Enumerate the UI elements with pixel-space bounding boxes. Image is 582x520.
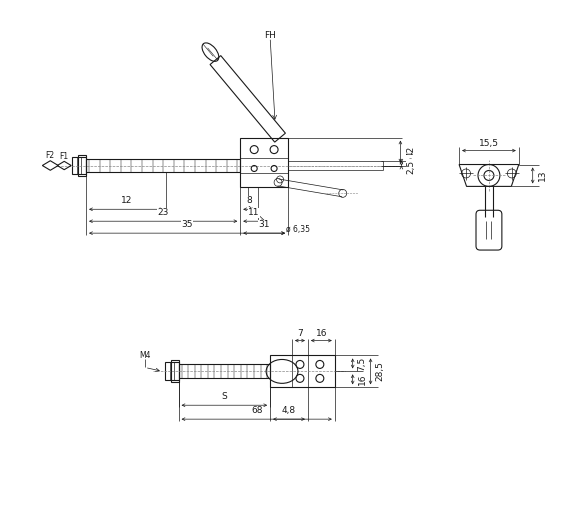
- Bar: [270, 356, 335, 387]
- Text: 8: 8: [246, 196, 252, 205]
- Text: 23: 23: [158, 208, 169, 217]
- Text: 13: 13: [538, 170, 546, 181]
- Text: 35: 35: [182, 220, 193, 229]
- Text: 16: 16: [315, 329, 327, 337]
- Text: F1: F1: [60, 152, 69, 161]
- Text: 16: 16: [358, 373, 367, 385]
- Text: 7,5: 7,5: [358, 356, 367, 371]
- Bar: [165, 362, 179, 380]
- Bar: [86, 159, 240, 173]
- Bar: [179, 365, 270, 379]
- Text: 15,5: 15,5: [479, 139, 499, 148]
- Text: 11: 11: [249, 208, 260, 217]
- Text: 4,8: 4,8: [282, 406, 296, 415]
- Text: 68: 68: [251, 406, 262, 415]
- Text: S: S: [222, 392, 227, 401]
- Text: 2,5: 2,5: [406, 160, 416, 174]
- Text: 7: 7: [297, 329, 303, 337]
- Text: 28,5: 28,5: [375, 361, 385, 381]
- Text: 42: 42: [406, 146, 416, 157]
- Text: 12: 12: [120, 196, 132, 205]
- Text: 7,5: 7,5: [406, 156, 416, 170]
- Text: 31: 31: [258, 220, 270, 229]
- Text: FH: FH: [264, 31, 276, 40]
- Bar: [240, 138, 288, 187]
- Text: ø 6,35: ø 6,35: [286, 225, 310, 233]
- Text: M4: M4: [139, 351, 151, 360]
- Bar: [72, 157, 86, 174]
- Bar: [171, 360, 179, 382]
- Bar: [78, 154, 86, 176]
- Text: F2: F2: [46, 151, 55, 160]
